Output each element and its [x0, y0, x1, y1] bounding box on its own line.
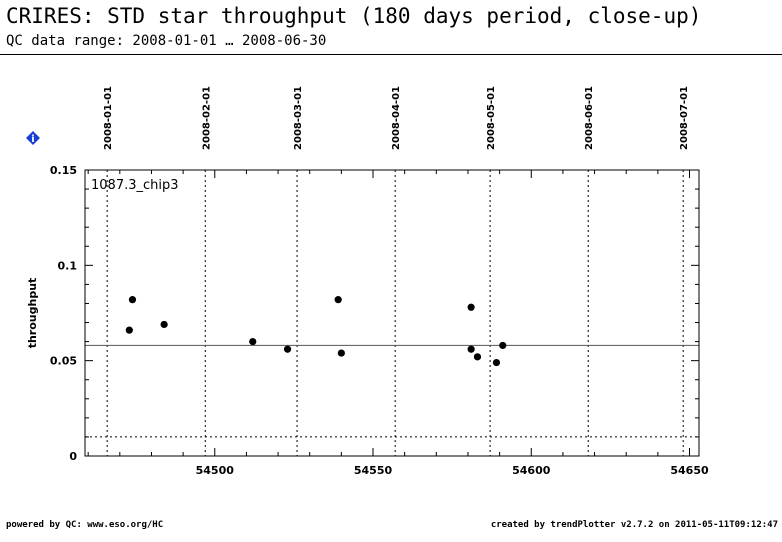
footer-powered-by: powered by QC: www.eso.org/HC: [6, 520, 164, 530]
y-axis-ticks: 0 0.05 0.1 0.15: [50, 164, 699, 463]
date-marker-label: 2008-03-01: [293, 86, 304, 150]
date-marker-lines: [106, 170, 684, 456]
data-point: [283, 345, 292, 353]
y-tick-label: 0.15: [50, 164, 77, 177]
date-marker-label: 2008-06-01: [584, 86, 595, 150]
plot-frame: [84, 169, 700, 457]
data-point: [125, 326, 133, 334]
date-marker-labels: 2008-01-01 2008-02-01 2008-03-01 2008-04-01…: [103, 86, 690, 150]
data-point: [473, 353, 482, 361]
date-marker-label: 2008-05-01: [486, 86, 497, 150]
data-point: [337, 349, 345, 357]
x-tick-label: 54550: [354, 464, 393, 477]
data-point: [467, 303, 475, 311]
date-marker-label: 2008-02-01: [201, 86, 212, 150]
data-point: [128, 296, 137, 304]
data-point: [499, 341, 507, 350]
x-tick-label: 54650: [670, 464, 709, 477]
info-diamond-icon[interactable]: i: [26, 131, 40, 145]
footer-created-by: created by trendPlotter v2.7.2 on 2011-0…: [490, 520, 778, 530]
y-axis-label: throughput: [26, 278, 39, 349]
date-marker-label: 2008-01-01: [103, 86, 114, 150]
data-points: [125, 296, 507, 367]
y-tick-label: 0.1: [58, 259, 78, 272]
title-divider: [0, 54, 782, 55]
date-marker-label: 2008-04-01: [391, 86, 402, 150]
data-point: [249, 338, 257, 346]
data-range-subtitle: QC data range: 2008-01-01 … 2008-06-30: [6, 33, 327, 49]
y-tick-label: 0.05: [50, 355, 77, 368]
y-tick-label: 0: [69, 450, 77, 463]
x-axis-ticks: 54500 54550 54600 54650: [87, 170, 709, 477]
data-point: [334, 296, 342, 304]
data-point: [467, 345, 475, 353]
data-point: [160, 320, 168, 329]
reference-lines: [85, 344, 699, 438]
page-title: CRIRES: STD star throughput (180 days pe…: [6, 4, 702, 28]
x-tick-label: 54500: [196, 464, 235, 477]
info-glyph: i: [31, 134, 34, 145]
x-tick-label: 54600: [512, 464, 551, 477]
date-marker-label: 2008-07-01: [679, 86, 690, 150]
data-point: [492, 358, 501, 367]
panel-label: 1087.3_chip3: [91, 178, 179, 193]
